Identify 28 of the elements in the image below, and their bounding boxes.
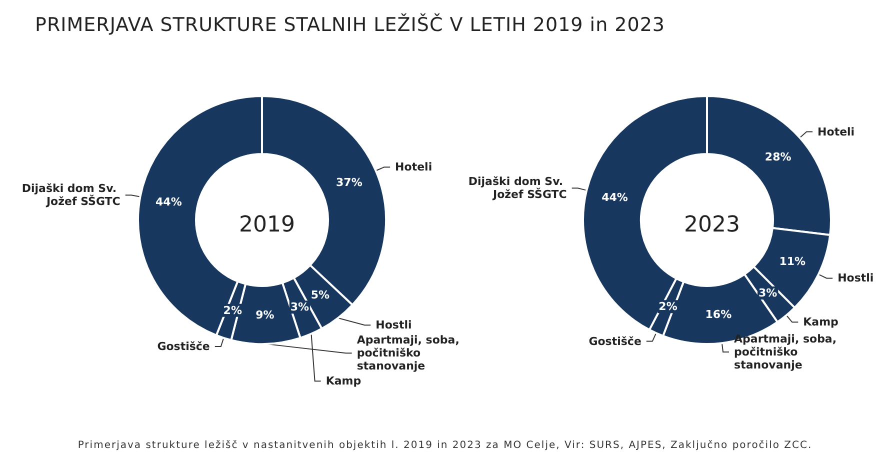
text: Primerjava strukture ležišč v nastanitvenih objektih l. 2019 in 2023 za MO Celje, Vir: SURS, AJPES, Zaključno poročilo ZCC. xyxy=(76,440,814,451)
slice-label: Hoteli xyxy=(395,160,432,174)
slice-label: Gostišče xyxy=(157,340,210,353)
data-label: 2% xyxy=(223,304,242,317)
data-label: 16% xyxy=(705,308,732,321)
data-label: 28% xyxy=(764,150,792,164)
slice-label: Apartmaji, soba, počitniško stanovanje xyxy=(734,332,840,372)
data-label: 2% xyxy=(658,300,678,314)
data-label: 11% xyxy=(779,255,806,268)
slice-label: Kamp xyxy=(326,374,362,388)
data-label: 3% xyxy=(290,300,310,314)
data-label: 5% xyxy=(310,288,330,302)
chart-title: PRIMERJAVA STRUKTURE STALNIH LEŽIŠČ V LETIH 2019 in 2023 xyxy=(35,14,666,36)
slice-label: Dijaški dom Sv. Jožef SŠGTC xyxy=(22,182,120,208)
data-label: 44% xyxy=(602,190,628,204)
text: 2019 xyxy=(239,212,295,238)
slice-label: Gostišče xyxy=(588,334,642,348)
slice-label: Hoteli xyxy=(818,125,855,138)
data-label: 9% xyxy=(256,308,274,322)
slice-label: Hostli xyxy=(376,318,412,332)
text: 2023 xyxy=(684,212,740,238)
slice-label: Dijaški dom Sv. Jožef SŠGTC xyxy=(468,175,567,202)
slice-label: Apartmaji, soba, počitniško stanovanje xyxy=(356,334,464,373)
slice-label: Kamp xyxy=(803,316,839,329)
data-label: 44% xyxy=(156,196,182,209)
data-label: 37% xyxy=(336,176,362,189)
data-label: 3% xyxy=(758,286,778,300)
slice-label: Hostli xyxy=(838,272,874,285)
